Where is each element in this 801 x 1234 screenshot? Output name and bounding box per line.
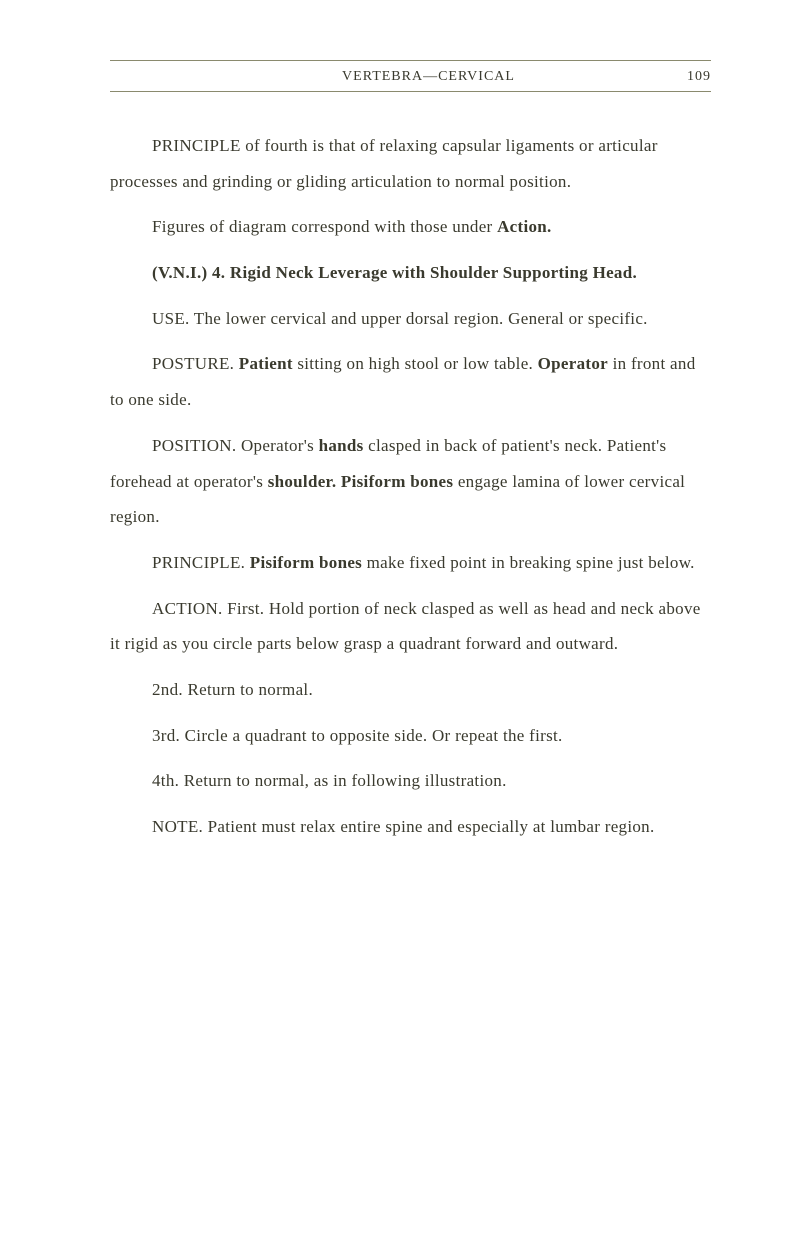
bold-heading: (V.N.I.) 4. Rigid Neck Leverage with Sho… — [152, 263, 637, 282]
bold-operator: Operator — [538, 354, 608, 373]
text: 2nd. Return to normal. — [152, 680, 313, 699]
text: make fixed point in breaking spine just … — [362, 553, 695, 572]
text: POSITION. Operator's — [152, 436, 319, 455]
text: 4th. Return to normal, as in following i… — [152, 771, 507, 790]
paragraph-action-3rd: 3rd. Circle a quadrant to opposite side.… — [110, 718, 711, 754]
text: PRINCIPLE. — [152, 553, 250, 572]
text: NOTE. Patient must relax entire spine an… — [152, 817, 655, 836]
paragraph-principle-1: PRINCIPLE of fourth is that of relaxing … — [110, 128, 711, 199]
text: sitting on high stool or low table. — [293, 354, 538, 373]
text: PRINCIPLE of fourth is that of relaxing … — [110, 136, 658, 191]
bold-shoulder: shoulder. Pisiform bones — [268, 472, 454, 491]
paragraph-vni4: (V.N.I.) 4. Rigid Neck Leverage with Sho… — [110, 255, 711, 291]
page-header: VERTEBRA—CERVICAL 109 — [110, 65, 711, 89]
text: 3rd. Circle a quadrant to opposite side.… — [152, 726, 563, 745]
text: ACTION. First. Hold portion of neck clas… — [110, 599, 701, 654]
bold-pisiform: Pisiform bones — [250, 553, 362, 572]
paragraph-use: USE. The lower cervical and upper dorsal… — [110, 301, 711, 337]
paragraph-figures: Figures of diagram correspond with those… — [110, 209, 711, 245]
paragraph-action-2nd: 2nd. Return to normal. — [110, 672, 711, 708]
bold-action: Action. — [497, 217, 552, 236]
text: USE. The lower cervical and upper dorsal… — [152, 309, 648, 328]
header-title: VERTEBRA—CERVICAL — [110, 69, 687, 85]
paragraph-posture: POSTURE. Patient sitting on high stool o… — [110, 346, 711, 417]
paragraph-principle-2: PRINCIPLE. Pisiform bones make fixed poi… — [110, 545, 711, 581]
paragraph-action-first: ACTION. First. Hold portion of neck clas… — [110, 591, 711, 662]
text: Figures of diagram correspond with those… — [152, 217, 497, 236]
paragraph-note: NOTE. Patient must relax entire spine an… — [110, 809, 711, 845]
header-rule-top — [110, 60, 711, 61]
bold-hands: hands — [319, 436, 364, 455]
header-rule-bottom — [110, 91, 711, 92]
text: POSTURE. — [152, 354, 239, 373]
paragraph-action-4th: 4th. Return to normal, as in following i… — [110, 763, 711, 799]
paragraph-position: POSITION. Operator's hands clasped in ba… — [110, 428, 711, 535]
page-number: 109 — [687, 69, 711, 85]
bold-patient: Patient — [239, 354, 293, 373]
